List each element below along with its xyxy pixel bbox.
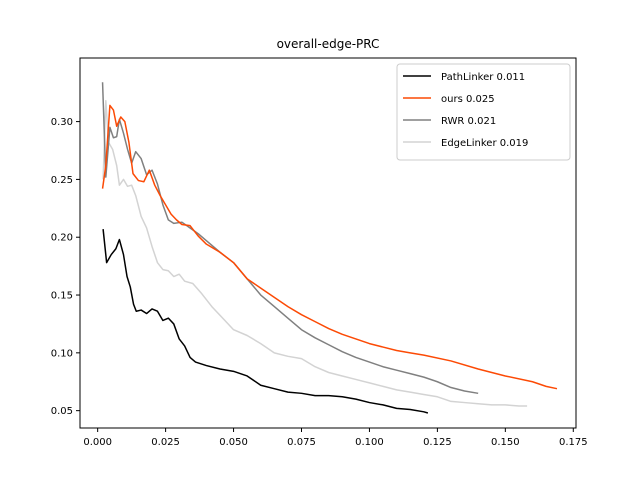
x-tick-label: 0.175: [559, 437, 588, 448]
y-tick-label: 0.05: [51, 406, 73, 417]
legend: PathLinker 0.011 ours 0.025 RWR 0.021 EdgeL…: [396, 63, 571, 161]
y-axis: 0.05 0.10 0.15 0.20 0.25 0.30: [51, 117, 80, 417]
x-tick-label: 0.150: [491, 437, 520, 448]
chart-title: overall-edge-PRC: [277, 37, 380, 51]
y-tick-label: 0.10: [51, 348, 73, 359]
series-line-1: [101, 104, 558, 390]
x-tick-label: 0.100: [355, 437, 384, 448]
x-tick-label: 0.025: [151, 437, 180, 448]
x-axis: 0.000 0.025 0.050 0.075 0.100 0.125 0.150 0.175: [83, 428, 588, 448]
series-line-2: [101, 82, 479, 395]
legend-label: EdgeLinker 0.019: [441, 138, 528, 149]
y-tick-label: 0.30: [51, 117, 73, 128]
legend-label: PathLinker 0.011: [441, 72, 525, 83]
x-tick-label: 0.075: [287, 437, 316, 448]
x-tick-label: 0.000: [83, 437, 112, 448]
y-tick-label: 0.25: [51, 175, 73, 186]
series-line-3: [102, 100, 528, 407]
series-layer: [101, 82, 558, 414]
legend-label: ours 0.025: [441, 94, 495, 105]
y-tick-label: 0.20: [51, 233, 73, 244]
x-tick-label: 0.050: [219, 437, 248, 448]
y-tick-label: 0.15: [51, 291, 73, 302]
x-tick-label: 0.125: [423, 437, 452, 448]
legend-label: RWR 0.021: [441, 116, 496, 127]
series-line-0: [102, 229, 429, 414]
plot-frame: [79, 57, 577, 429]
legend-box: [396, 63, 571, 161]
